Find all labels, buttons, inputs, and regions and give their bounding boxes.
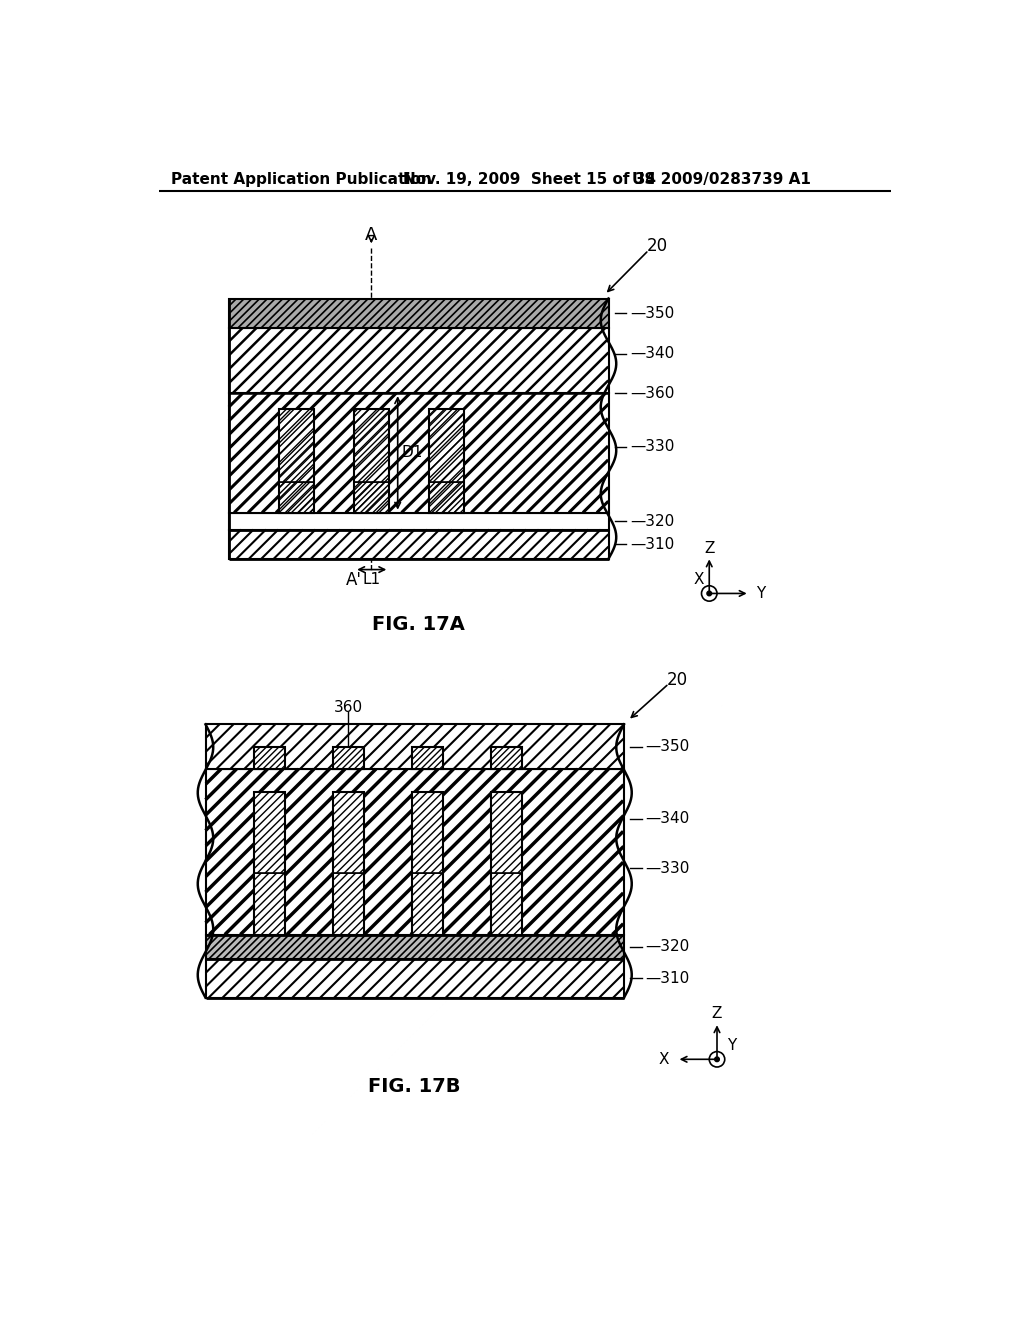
Bar	[228, 327, 608, 393]
Circle shape	[707, 591, 712, 595]
Bar	[333, 747, 364, 770]
Text: Patent Application Publication: Patent Application Publication	[171, 173, 431, 187]
Bar	[333, 792, 364, 873]
Bar	[254, 792, 285, 935]
Text: US 2009/0283739 A1: US 2009/0283739 A1	[632, 173, 811, 187]
Bar	[412, 792, 442, 873]
Bar	[412, 747, 442, 770]
Text: X: X	[693, 572, 703, 587]
Circle shape	[715, 1057, 719, 1061]
Text: —350: —350	[630, 306, 675, 321]
Bar	[228, 512, 608, 529]
Text: —350: —350	[646, 739, 690, 754]
Bar	[280, 409, 314, 512]
Bar	[429, 409, 464, 482]
Bar	[490, 873, 521, 935]
Bar	[254, 792, 285, 873]
Text: —310: —310	[630, 537, 675, 552]
Bar	[228, 393, 608, 512]
Bar	[412, 873, 442, 935]
Bar	[280, 482, 314, 512]
Text: Nov. 19, 2009  Sheet 15 of 34: Nov. 19, 2009 Sheet 15 of 34	[403, 173, 656, 187]
Bar	[206, 960, 624, 998]
Text: FIG. 17B: FIG. 17B	[369, 1077, 461, 1096]
Text: D1: D1	[401, 445, 423, 461]
Bar	[254, 747, 285, 770]
Bar	[333, 873, 364, 935]
Text: A: A	[366, 227, 378, 244]
Bar	[354, 409, 389, 482]
Text: —330: —330	[646, 861, 690, 876]
Text: —310: —310	[646, 972, 690, 986]
Text: 20: 20	[647, 238, 669, 255]
Bar	[490, 792, 521, 935]
Text: —360: —360	[630, 385, 675, 401]
Bar	[412, 747, 442, 770]
Bar	[206, 935, 624, 960]
Bar	[228, 529, 608, 558]
Bar	[429, 482, 464, 512]
Text: —340: —340	[630, 346, 675, 362]
Bar	[228, 298, 608, 327]
Text: Z: Z	[712, 1006, 722, 1020]
Bar	[490, 747, 521, 770]
Bar	[254, 747, 285, 770]
Text: Z: Z	[705, 541, 715, 556]
Bar	[206, 725, 624, 770]
Bar	[333, 792, 364, 935]
Text: FIG. 17A: FIG. 17A	[372, 615, 465, 634]
Bar	[206, 770, 624, 935]
Bar	[354, 409, 389, 512]
Text: Y: Y	[756, 586, 765, 601]
Text: —340: —340	[646, 812, 690, 826]
Bar	[412, 792, 442, 935]
Bar	[354, 482, 389, 512]
Bar	[280, 409, 314, 482]
Text: —320: —320	[630, 513, 675, 528]
Text: 20: 20	[667, 671, 688, 689]
Text: A': A'	[346, 572, 362, 589]
Text: X: X	[658, 1052, 669, 1067]
Text: Y: Y	[727, 1038, 736, 1053]
Bar	[490, 792, 521, 873]
Bar	[254, 873, 285, 935]
Text: —330: —330	[630, 440, 675, 454]
Bar	[429, 409, 464, 512]
Text: 360: 360	[334, 700, 362, 715]
Text: —320: —320	[646, 940, 690, 954]
Text: L1: L1	[362, 572, 380, 587]
Bar	[333, 747, 364, 770]
Bar	[490, 747, 521, 770]
